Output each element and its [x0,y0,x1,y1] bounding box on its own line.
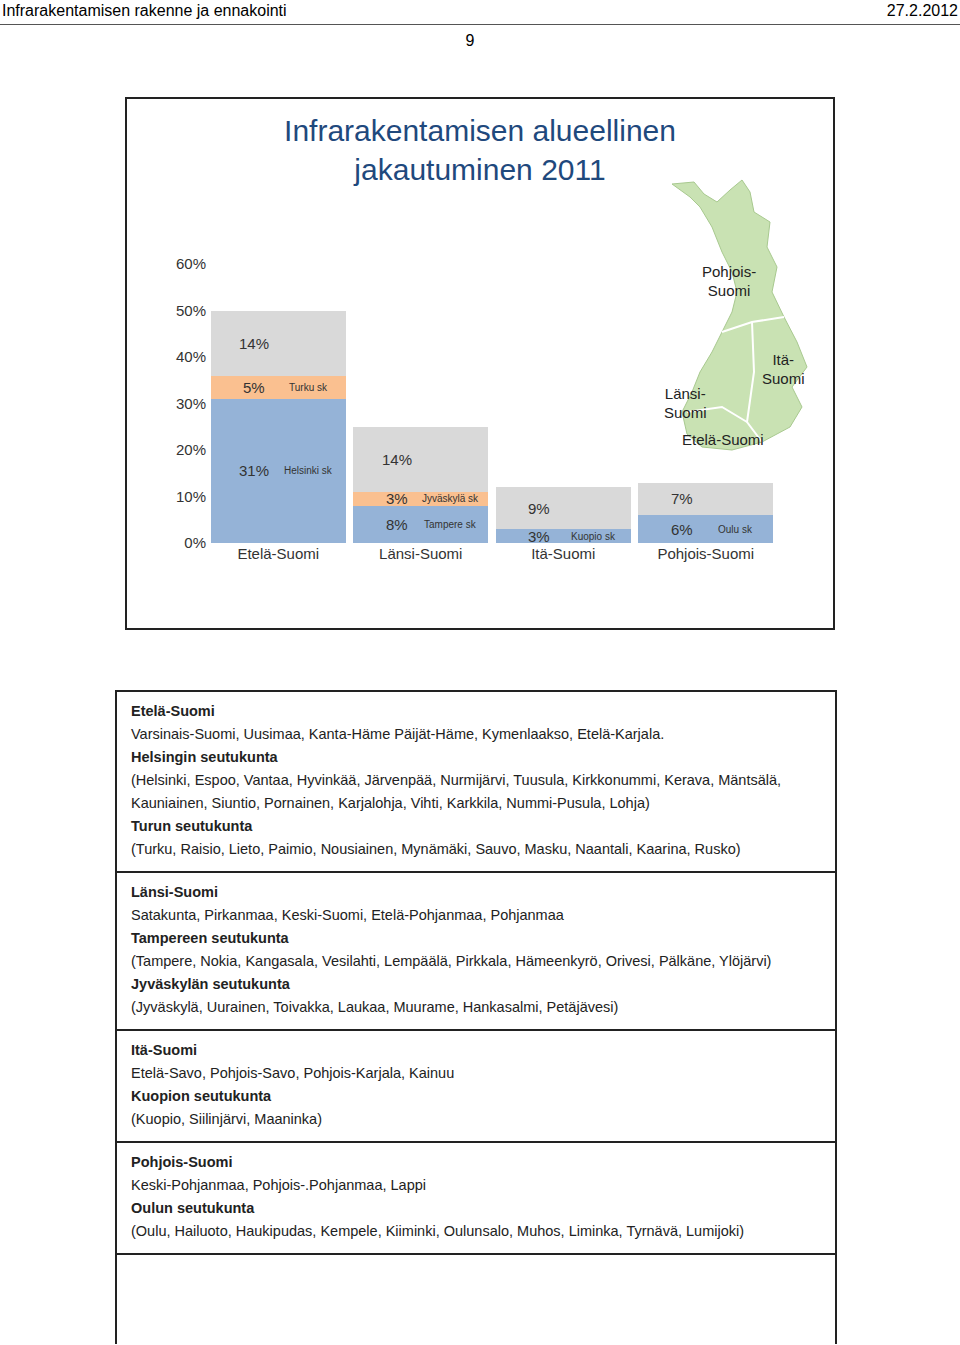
svg-text:50%: 50% [176,302,206,319]
html-text:(Jyväskylä, Uurainen, Toivakka: (Jyväskylä, Uurainen, Toivakka, Laukaa, … [131,999,619,1015]
svg-text:40%: 40% [176,348,206,365]
svg-text:Länsi-Suomi: Länsi-Suomi [379,545,462,562]
svg-text:31%: 31% [239,462,269,479]
html-text:Etelä-Savo, Pohjois-Savo, Pohj: Etelä-Savo, Pohjois-Savo, Pohjois-Karjal… [131,1065,455,1081]
svg-text:Jyväskylä sk: Jyväskylä sk [422,493,479,504]
html-text:Pohjois-: Pohjois- [702,263,757,280]
svg-text:Kuopio sk: Kuopio sk [571,531,616,542]
html-text:27.2.2012: 27.2.2012 [886,2,958,19]
html-text:Etelä-Suomi: Etelä-Suomi [682,431,764,448]
svg-text:0%: 0% [184,534,206,551]
html-text:Jyväskylän seutukunta: Jyväskylän seutukunta [131,976,290,992]
html-text:Infrarakentamisen rakenne ja e: Infrarakentamisen rakenne ja ennakointi [2,2,287,19]
svg-text:Infrarakentamisen alueellinenj: Infrarakentamisen alueellinenjakautumine… [284,114,676,186]
html-text:(Helsinki, Espoo, Vantaa, Hyvi: (Helsinki, Espoo, Vantaa, Hyvinkää, Järv… [131,772,782,811]
html-text:Helsingin seutukunta: Helsingin seutukunta [131,749,278,765]
svg-text:Tampere sk: Tampere sk [424,519,477,530]
svg-text:5%: 5% [243,379,265,396]
html-text:(Tampere, Nokia, Kangasala, Ve: (Tampere, Nokia, Kangasala, Vesilahti, L… [131,953,772,969]
svg-text:3%: 3% [528,528,550,545]
svg-text:Turku sk: Turku sk [289,382,328,393]
html-text:Itä-Suomi: Itä-Suomi [131,1042,198,1058]
html-text:Varsinais-Suomi, Uusimaa, Kant: Varsinais-Suomi, Uusimaa, Kanta-Häme Päi… [131,726,665,742]
html-text:Länsi-: Länsi- [664,385,706,402]
svg-text:14%: 14% [239,335,269,352]
html-text:(Kuopio, Siilinjärvi, Maaninka: (Kuopio, Siilinjärvi, Maaninka) [131,1111,322,1127]
html-text:Kuopion seutukunta: Kuopion seutukunta [131,1088,272,1104]
html-text:Suomi: Suomi [664,404,707,421]
html-text:Suomi: Suomi [707,282,751,299]
svg-text:Pohjois-Suomi: Pohjois-Suomi [657,545,754,562]
html-text:(Oulu, Hailuoto, Haukipudas, K: (Oulu, Hailuoto, Haukipudas, Kempele, Ki… [131,1223,744,1239]
svg-text:Itä-Suomi: Itä-Suomi [531,545,595,562]
html-text:Länsi-Suomi: Länsi-Suomi [131,884,218,900]
html-text:(Turku, Raisio, Lieto, Paimio,: (Turku, Raisio, Lieto, Paimio, Nousiaine… [131,841,741,857]
html-text:Satakunta, Pirkanmaa, Keski-Su: Satakunta, Pirkanmaa, Keski-Suomi, Etelä… [131,907,564,923]
svg-text:30%: 30% [176,395,206,412]
svg-text:Oulu sk: Oulu sk [718,524,753,535]
html-text:Itä-: Itä- [772,351,795,368]
html-text:Suomi: Suomi [762,370,805,387]
svg-text:8%: 8% [386,516,408,533]
html-text:Turun seutukunta: Turun seutukunta [131,818,253,834]
svg-text:20%: 20% [176,441,206,458]
svg-text:Helsinki sk: Helsinki sk [284,465,333,476]
svg-text:6%: 6% [671,521,693,538]
html-text:Tampereen seutukunta: Tampereen seutukunta [131,930,289,946]
svg-text:14%: 14% [382,451,412,468]
svg-text:Etelä-Suomi: Etelä-Suomi [237,545,319,562]
html-text:Pohjois-Suomi: Pohjois-Suomi [131,1154,233,1170]
html-text:Oulun seutukunta: Oulun seutukunta [131,1200,255,1216]
svg-text:7%: 7% [671,490,693,507]
svg-text:60%: 60% [176,255,206,272]
svg-text:9%: 9% [528,500,550,517]
html-text:Etelä-Suomi: Etelä-Suomi [131,703,215,719]
svg-text:10%: 10% [176,488,206,505]
html-text:9: 9 [465,32,475,49]
svg-text:3%: 3% [386,490,408,507]
html-text:Keski-Pohjanmaa, Pohjois-.Pohj: Keski-Pohjanmaa, Pohjois-.Pohjanmaa, Lap… [131,1177,426,1193]
